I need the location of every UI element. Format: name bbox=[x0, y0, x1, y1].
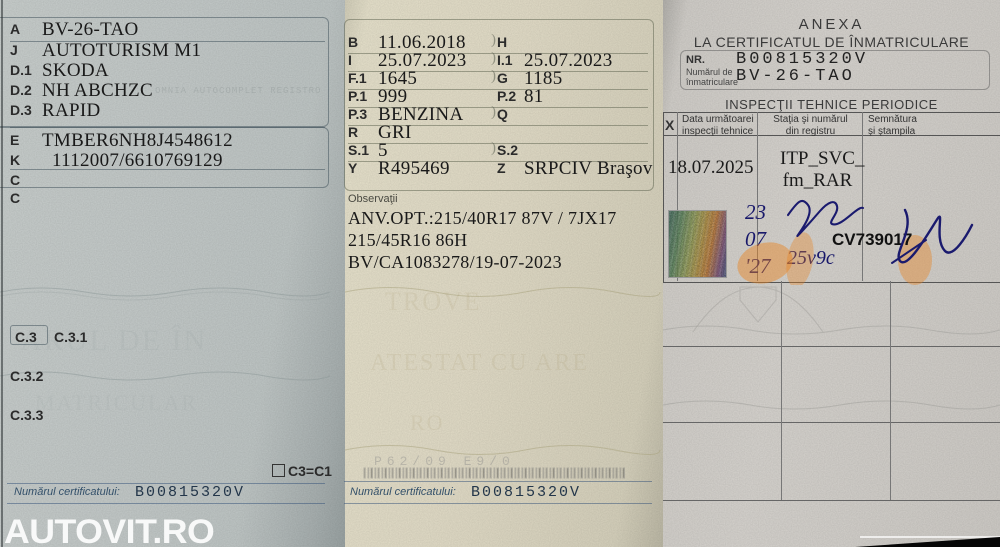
svg-text:P62/09 E9/0: P62/09 E9/0 bbox=[374, 454, 515, 469]
